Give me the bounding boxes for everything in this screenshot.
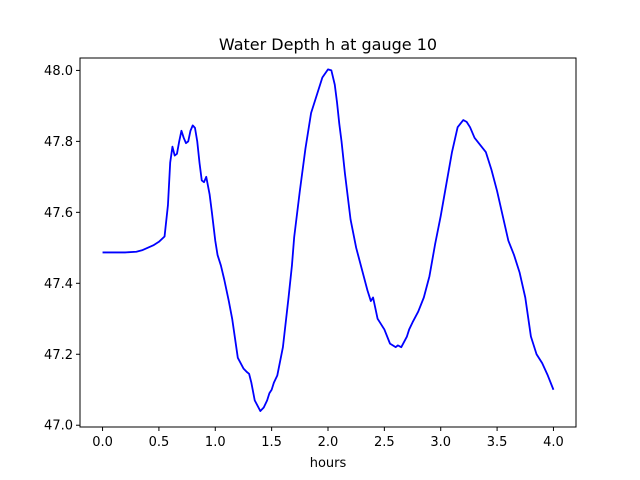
y-tick-label: 47.8	[44, 135, 73, 150]
y-tick-label: 47.2	[44, 348, 73, 363]
x-axis-label: hours	[310, 456, 347, 471]
y-tick-label: 47.0	[44, 419, 73, 434]
x-axis-ticks: 0.0 0.5 1.0 1.5 2.0 2.5 3.0 3.5 4.0	[92, 427, 564, 450]
x-tick-label: 1.5	[261, 435, 282, 450]
y-tick-label: 48.0	[44, 64, 73, 79]
x-tick-label: 1.0	[205, 435, 226, 450]
y-tick-label: 47.4	[44, 277, 73, 292]
x-tick-label: 0.0	[92, 435, 113, 450]
x-tick-label: 3.0	[430, 435, 451, 450]
x-tick-label: 2.0	[318, 435, 339, 450]
y-axis-ticks: 47.0 47.2 47.4 47.6 47.8 48.0	[44, 64, 80, 434]
y-tick-label: 47.6	[44, 206, 73, 221]
series-line-water-depth	[102, 68, 555, 412]
x-tick-label: 4.0	[543, 435, 564, 450]
plot-area	[102, 68, 555, 412]
x-tick-label: 3.5	[487, 435, 508, 450]
chart-title: Water Depth h at gauge 10	[219, 35, 437, 54]
x-tick-label: 2.5	[374, 435, 395, 450]
x-tick-label: 0.5	[149, 435, 170, 450]
